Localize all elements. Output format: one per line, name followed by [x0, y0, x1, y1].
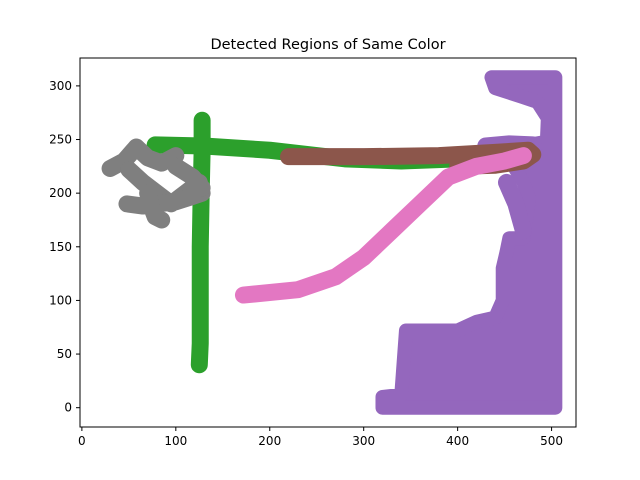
axes-frame [79, 57, 577, 428]
series-4 [101, 138, 211, 229]
x-tick-label-1: 100 [164, 434, 187, 448]
x-tick-label-5: 500 [540, 434, 563, 448]
y-tick-label-4: 200 [49, 186, 72, 200]
y-tick-label-5: 250 [49, 133, 72, 147]
series-4-stroke-3 [139, 184, 171, 229]
series-4-stroke-2 [118, 184, 211, 215]
chart-title: Detected Regions of Same Color [210, 37, 445, 53]
plot-area [101, 70, 563, 415]
y-tick-label-6: 300 [49, 79, 72, 93]
y-tick-label-1: 50 [57, 347, 72, 361]
series-3-stroke-0 [234, 147, 532, 304]
series-3 [234, 147, 532, 304]
series-1-stroke-0 [497, 173, 532, 240]
axes: 0 100 200 300 400 500 0 50 100 150 200 250 300 [49, 57, 577, 448]
x-tick-label-3: 300 [352, 434, 375, 448]
y-tick-label-3: 150 [49, 240, 72, 254]
series-4-stroke-0 [101, 138, 185, 177]
series-0-stroke-1 [190, 111, 211, 374]
x-tick-label-4: 400 [446, 434, 469, 448]
series-4-stroke-4 [167, 157, 211, 197]
x-tick-label-0: 0 [78, 434, 86, 448]
x-tick-label-2: 200 [258, 434, 281, 448]
y-tick-label-0: 0 [64, 401, 72, 415]
y-tick-label-2: 100 [49, 293, 72, 307]
